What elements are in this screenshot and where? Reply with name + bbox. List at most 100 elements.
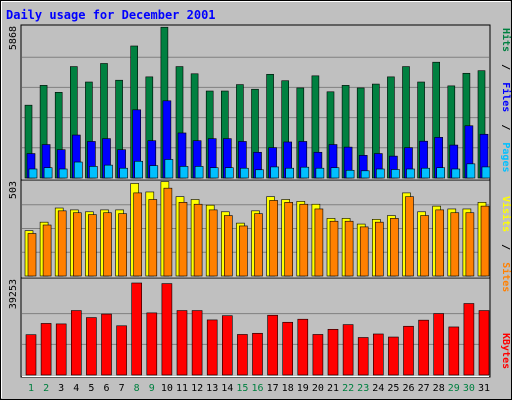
day-label: 16 bbox=[251, 383, 263, 394]
day-label: 19 bbox=[297, 383, 309, 394]
bar-pages bbox=[406, 168, 415, 179]
bars-hits-files-pages bbox=[22, 26, 491, 179]
bar-kbytes bbox=[222, 315, 233, 376]
bars-kbytes bbox=[22, 282, 490, 376]
day-label: 23 bbox=[357, 383, 369, 394]
ymax-label-kbytes: 39253 bbox=[8, 279, 19, 309]
day-label: 2 bbox=[43, 383, 49, 394]
bar-pages bbox=[119, 167, 128, 179]
legend-separator: / bbox=[500, 244, 511, 250]
bar-kbytes bbox=[116, 325, 127, 376]
bar-sites bbox=[314, 208, 324, 277]
bar-kbytes bbox=[463, 303, 475, 376]
legend-separator: / bbox=[500, 124, 511, 130]
bar-kbytes bbox=[131, 282, 142, 376]
bar-sites bbox=[73, 212, 82, 277]
bar-pages bbox=[270, 166, 279, 179]
bar-sites bbox=[239, 225, 248, 277]
bar-sites bbox=[284, 202, 294, 277]
bar-kbytes bbox=[327, 328, 339, 376]
bar-pages bbox=[330, 167, 340, 179]
bar-pages bbox=[134, 160, 143, 179]
legend-visits-sites: Visits / Sites bbox=[500, 196, 512, 292]
bar-sites bbox=[480, 205, 490, 277]
bar-sites bbox=[193, 203, 203, 277]
bar-pages bbox=[58, 168, 68, 179]
bar-kbytes bbox=[101, 313, 112, 376]
bar-kbytes bbox=[161, 283, 173, 376]
bar-sites bbox=[405, 196, 414, 277]
day-label: 11 bbox=[176, 383, 188, 394]
bar-sites bbox=[254, 213, 263, 277]
bar-pages bbox=[209, 167, 219, 179]
day-label: 13 bbox=[206, 383, 218, 394]
day-label: 26 bbox=[402, 383, 414, 394]
bar-pages bbox=[451, 168, 461, 179]
bar-pages bbox=[436, 167, 446, 179]
day-label: 6 bbox=[103, 383, 109, 394]
bar-pages bbox=[104, 164, 113, 179]
legend-files: Files bbox=[500, 82, 512, 112]
bar-sites bbox=[390, 218, 399, 277]
bar-pages bbox=[164, 159, 174, 179]
bar-kbytes bbox=[252, 332, 263, 376]
bar-kbytes bbox=[448, 326, 460, 376]
bar-kbytes bbox=[146, 312, 158, 376]
day-label: 9 bbox=[149, 383, 155, 394]
bar-kbytes bbox=[206, 319, 218, 376]
bar-sites bbox=[42, 224, 52, 277]
day-label: 12 bbox=[191, 383, 203, 394]
bar-sites bbox=[374, 221, 384, 277]
bar-kbytes bbox=[176, 310, 188, 376]
bar-kbytes bbox=[40, 323, 52, 376]
bar-pages bbox=[300, 166, 310, 179]
panel-kbytes: 39253 KBytes bbox=[8, 277, 511, 378]
bar-sites bbox=[435, 209, 445, 277]
bar-pages bbox=[421, 167, 430, 179]
bar-sites bbox=[163, 187, 173, 277]
bar-sites bbox=[465, 212, 475, 277]
bar-kbytes bbox=[342, 324, 354, 376]
x-axis-day-labels: 1 2 3 4 5 6 7 8 9 10 11 12 13 14 15 16 17 18 19 20 21 22 23 24 2… bbox=[28, 383, 490, 394]
bar-pages bbox=[194, 166, 204, 179]
bar-sites bbox=[359, 226, 369, 277]
bar-sites bbox=[103, 212, 112, 277]
bar-pages bbox=[375, 168, 385, 179]
legend-visits: Visits bbox=[500, 196, 512, 232]
day-label: 5 bbox=[88, 383, 94, 394]
bar-sites bbox=[420, 215, 429, 277]
bar-sites bbox=[450, 212, 460, 277]
bar-kbytes bbox=[25, 334, 37, 376]
bar-sites bbox=[148, 199, 158, 277]
legend-hits: Hits bbox=[500, 28, 512, 52]
bar-sites bbox=[88, 214, 97, 277]
bar-pages bbox=[89, 166, 98, 179]
day-label: 1 bbox=[28, 383, 34, 394]
chart-title: Daily usage for December 2001 bbox=[6, 8, 216, 22]
legend-hits-files-pages: Hits / Files / Pages bbox=[500, 28, 512, 173]
bar-kbytes bbox=[267, 314, 278, 376]
bar-sites bbox=[118, 213, 127, 277]
panel-visits-sites: 503 Visits / Sites bbox=[8, 179, 512, 292]
bar-pages bbox=[240, 167, 249, 179]
day-label: 20 bbox=[312, 383, 324, 394]
ymax-label-visits: 503 bbox=[8, 181, 19, 199]
day-label: 31 bbox=[478, 383, 490, 394]
bar-pages bbox=[360, 170, 370, 179]
bar-kbytes bbox=[478, 310, 490, 376]
day-label: 4 bbox=[73, 383, 79, 394]
bar-pages bbox=[255, 169, 264, 179]
bar-kbytes bbox=[237, 334, 248, 376]
legend-pages: Pages bbox=[500, 142, 511, 172]
day-label: 22 bbox=[342, 383, 354, 394]
day-label: 8 bbox=[134, 383, 140, 394]
bar-sites bbox=[57, 210, 67, 277]
day-label: 28 bbox=[433, 383, 445, 394]
bar-pages bbox=[391, 169, 400, 179]
legend-kbytes-label: KBytes bbox=[500, 333, 511, 369]
day-label: 14 bbox=[221, 383, 233, 394]
bar-pages bbox=[466, 163, 476, 179]
day-label: 21 bbox=[327, 383, 339, 394]
legend-sites: Sites bbox=[500, 262, 512, 292]
bar-kbytes bbox=[433, 313, 445, 376]
